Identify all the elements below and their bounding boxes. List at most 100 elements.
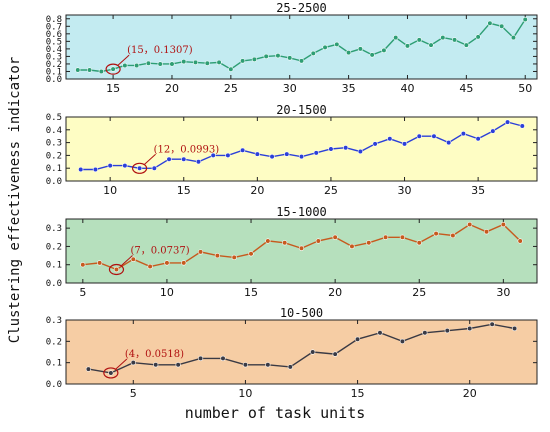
data-point	[80, 262, 86, 268]
data-point	[440, 34, 446, 41]
y-tick-label: 0.5	[46, 113, 62, 123]
x-tick-label: 15	[351, 387, 365, 400]
plot-area	[65, 116, 538, 182]
data-point	[197, 249, 204, 255]
x-tick-label: 15	[244, 286, 258, 299]
data-point	[416, 37, 422, 43]
data-point	[463, 42, 469, 48]
data-point	[517, 238, 523, 244]
x-tick-label: 30	[283, 82, 297, 95]
data-point	[107, 163, 113, 169]
data-point	[399, 338, 406, 344]
annotation-leader	[121, 255, 133, 266]
data-point	[487, 20, 493, 26]
data-point	[343, 145, 349, 151]
annotation-leader	[115, 358, 128, 370]
y-tick-label: 0.1	[46, 164, 62, 174]
annotation-label: (12，0.0993)	[154, 144, 220, 155]
data-point	[175, 362, 181, 368]
data-point	[346, 50, 352, 56]
data-point	[151, 165, 157, 171]
data-point	[322, 44, 328, 50]
data-point	[431, 133, 437, 139]
data-point	[399, 234, 406, 240]
y-tick-label: 0.0	[46, 279, 62, 289]
y-tick-label: 0.1	[46, 261, 62, 271]
annotation-marker	[105, 63, 121, 75]
data-point	[122, 62, 128, 69]
data-point	[313, 150, 319, 156]
data-point	[315, 238, 321, 244]
x-tick-label: 10	[160, 286, 174, 299]
data-point	[483, 229, 490, 235]
data-point	[499, 23, 505, 29]
data-point	[475, 136, 481, 142]
data-point	[214, 252, 220, 259]
data-point	[451, 37, 458, 43]
data-point	[357, 46, 363, 52]
data-point	[269, 154, 275, 160]
data-point	[92, 166, 99, 173]
x-tick-label: 20	[250, 184, 264, 197]
y-tick-label: 0.3	[46, 316, 62, 326]
data-point	[467, 325, 473, 332]
data-point	[122, 163, 128, 169]
data-point	[381, 47, 387, 53]
chart-title: 10-500	[280, 306, 323, 320]
data-point	[265, 362, 271, 368]
data-point	[75, 67, 81, 73]
data-point	[181, 260, 187, 266]
data-point	[349, 243, 355, 250]
data-point	[275, 53, 281, 59]
data-point	[197, 355, 204, 362]
data-point	[113, 266, 120, 273]
data-point	[166, 156, 172, 162]
chart-panel-3: 15-1000 0.0 0.1 0.2 0.3 5 10 15 20 25 30 (7，0.0737)	[46, 205, 538, 299]
data-point	[164, 260, 170, 266]
data-point	[134, 62, 140, 69]
data-point	[428, 42, 434, 48]
chart-title: 25-2500	[276, 1, 327, 15]
data-point	[404, 43, 411, 49]
x-tick-label: 25	[224, 82, 238, 95]
y-tick-label: 0.2	[46, 242, 62, 252]
y-axis-label: Clustering effectiveness indicator	[7, 56, 23, 344]
data-point	[282, 240, 288, 246]
data-point	[265, 238, 271, 244]
data-point	[377, 330, 383, 336]
x-tick-label: 50	[518, 82, 532, 95]
data-point	[225, 152, 231, 158]
data-point	[86, 67, 93, 73]
data-point	[78, 166, 84, 173]
data-point	[354, 336, 361, 342]
chart-title: 15-1000	[276, 205, 327, 219]
chart-panel-4: 10-500 0.0 0.1 0.2 0.3 5 10 15 20 (4，0.0518)	[46, 306, 538, 400]
x-tick-label: 10	[238, 387, 252, 400]
y-tick-label: 0.0	[46, 177, 62, 187]
data-point	[251, 56, 257, 63]
data-point	[136, 165, 143, 171]
y-tick-label: 0.4	[46, 126, 62, 136]
y-tick-label: 0.5	[46, 37, 62, 47]
plot-area	[65, 319, 538, 385]
data-point	[263, 53, 269, 60]
chart-title: 20-1500	[276, 103, 327, 117]
data-point	[216, 59, 222, 66]
data-point	[444, 328, 450, 334]
data-point	[369, 52, 375, 58]
data-point	[383, 234, 389, 240]
y-tick-label: 0.3	[46, 224, 62, 234]
y-tick-label: 0.2	[46, 60, 62, 70]
data-point	[287, 55, 293, 61]
data-point	[98, 68, 104, 75]
data-point	[108, 370, 114, 376]
data-point	[169, 61, 175, 67]
x-tick-label: 35	[342, 82, 356, 95]
x-tick-label: 30	[496, 286, 510, 299]
y-tick-label: 0.4	[46, 45, 62, 55]
data-point	[181, 156, 187, 162]
annotation-marker	[108, 263, 125, 276]
data-point	[467, 221, 473, 228]
data-point	[97, 260, 103, 266]
data-point	[85, 366, 92, 372]
